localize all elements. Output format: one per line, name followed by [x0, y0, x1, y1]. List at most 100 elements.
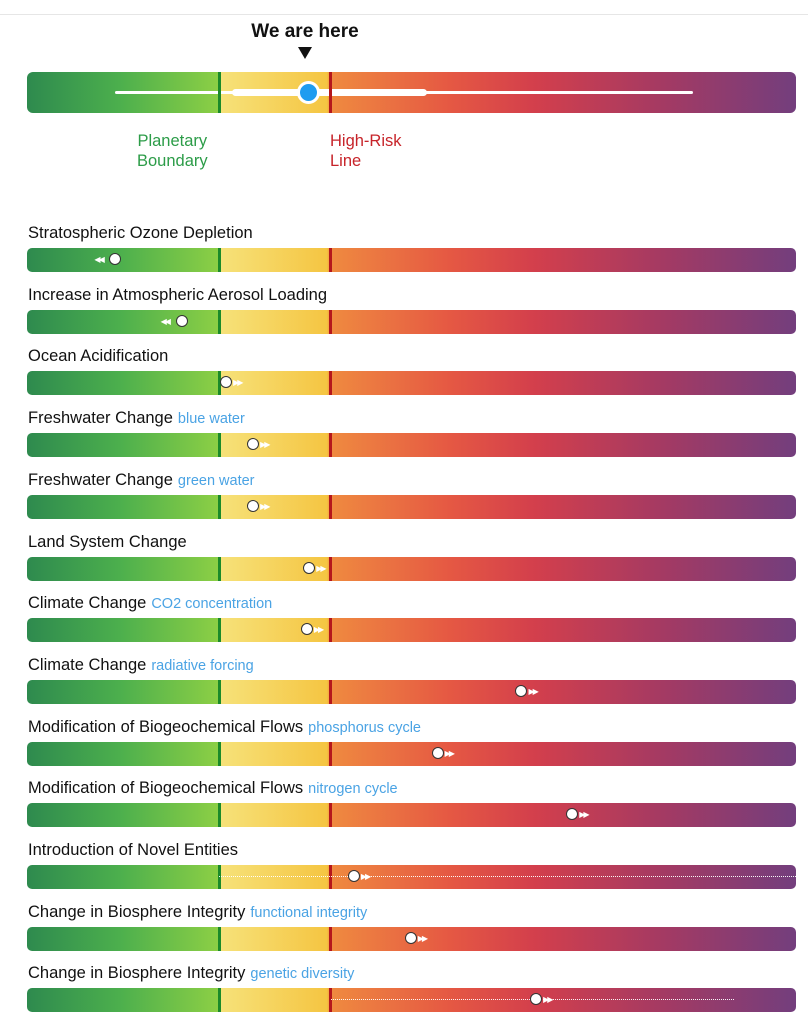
indicator-row: Modification of Biogeochemical Flows nitr…	[27, 779, 796, 839]
indicator-title: Freshwater Change green water	[28, 471, 255, 490]
indicator-risk-bar: ▶▶	[27, 494, 796, 519]
indicator-risk-bar: ▶▶	[27, 926, 796, 951]
planetary-boundary-label-line-1: Planetary	[137, 132, 208, 150]
indicator-subtitle: phosphorus cycle	[308, 719, 421, 736]
planetary-boundary-line	[217, 803, 221, 828]
indicator-row: Freshwater Change green water ▶▶	[27, 471, 796, 531]
planetary-boundary-label: Planetary Boundary	[137, 131, 208, 171]
high-risk-line	[329, 72, 333, 113]
trend-left-icon: ◀◀	[94, 255, 104, 264]
indicator-marker	[220, 376, 233, 389]
indicator-title: Ocean Acidification	[28, 347, 168, 366]
indicator-name: Stratospheric Ozone Depletion	[28, 224, 253, 242]
trend-right-icon: ▶▶	[233, 378, 243, 388]
trend-right-icon: ▶▶	[417, 933, 428, 943]
planetary-boundary-line	[217, 309, 221, 334]
indicator-risk-bar: ▶▶	[27, 371, 796, 396]
indicator-risk-bar: ▶▶	[27, 618, 796, 643]
planetary-boundary-line	[217, 433, 221, 458]
indicator-row: Ocean Acidification ▶▶	[27, 347, 796, 407]
planetary-boundary-line	[217, 679, 221, 704]
indicator-subtitle: blue water	[177, 411, 245, 428]
high-risk-line	[329, 988, 333, 1013]
indicator-risk-bar: ▶▶	[27, 433, 796, 458]
trend-left-icon: ◀◀	[160, 316, 171, 326]
indicator-marker	[431, 746, 444, 759]
indicator-subtitle: CO2 concentration	[151, 596, 273, 613]
high-risk-label-line-2: Line	[330, 152, 362, 170]
indicator-subtitle: genetic diversity	[250, 966, 355, 983]
indicator-name: Ocean Acidification	[28, 347, 169, 366]
indicator-title: Stratospheric Ozone Depletion	[28, 224, 253, 243]
indicator-risk-bar: ◀◀	[27, 248, 796, 272]
indicator-marker	[247, 499, 260, 512]
planetary-boundary-line	[217, 618, 221, 643]
indicator-marker	[404, 931, 417, 944]
indicator-risk-bar: ▶▶	[27, 865, 796, 889]
high-risk-line	[329, 433, 333, 458]
summary-risk-bar	[27, 72, 796, 113]
indicator-risk-bar: ▶▶	[27, 556, 796, 581]
indicator-name: Introduction of Novel Entities	[28, 841, 239, 859]
indicator-title: Land System Change	[28, 533, 187, 552]
indicator-name: Freshwater Change	[28, 470, 173, 489]
trend-right-icon: ▶▶	[528, 686, 538, 696]
indicator-name: Modification of Biogeochemical Flows	[28, 717, 304, 736]
high-risk-label-line-1: High-Risk	[330, 132, 402, 150]
indicator-marker	[347, 870, 360, 882]
indicator-name: Increase in Atmospheric Aerosol Loading	[28, 285, 328, 304]
high-risk-line	[329, 926, 333, 951]
indicator-title: Modification of Biogeochemical Flows nitr…	[28, 779, 398, 798]
high-risk-line	[329, 494, 333, 519]
caret-down-icon	[298, 47, 312, 59]
planetary-boundary-line	[217, 72, 221, 113]
indicator-name: Climate Change	[28, 655, 147, 674]
indicator-risk-bar: ▶▶	[27, 988, 796, 1013]
high-risk-line-label: High-Risk Line	[330, 131, 402, 171]
indicator-subtitle: functional integrity	[250, 904, 368, 921]
planetary-boundary-line	[217, 741, 221, 766]
indicator-row: Freshwater Change blue water ▶▶	[27, 409, 796, 469]
trend-right-icon: ▶▶	[444, 748, 455, 758]
trend-right-icon: ▶▶	[260, 440, 270, 450]
indicator-title: Climate Change radiative forcing	[28, 656, 254, 675]
planetary-boundary-label-line-2: Boundary	[137, 152, 208, 170]
indicator-marker	[566, 808, 579, 821]
indicator-row: Increase in Atmospheric Aerosol Loading ◀…	[27, 286, 796, 346]
indicator-marker	[300, 623, 313, 636]
indicator-marker	[109, 253, 122, 265]
indicator-title: Climate Change CO2 concentration	[28, 594, 272, 613]
planetary-boundary-line	[217, 988, 221, 1013]
indicator-name: Freshwater Change	[28, 409, 173, 428]
current-position-marker	[296, 81, 320, 104]
trend-right-icon: ▶▶	[360, 872, 371, 881]
indicator-row: Climate Change radiative forcing ▶▶	[27, 656, 796, 716]
indicator-risk-bar: ◀◀	[27, 309, 796, 334]
indicator-name: Modification of Biogeochemical Flows	[28, 779, 304, 798]
indicator-risk-bar: ▶▶	[27, 741, 796, 766]
high-risk-line	[329, 618, 333, 643]
indicator-risk-bar: ▶▶	[27, 679, 796, 704]
top-divider	[0, 14, 808, 15]
high-risk-line	[329, 556, 333, 581]
indicator-marker	[530, 993, 543, 1006]
planetary-boundary-line	[217, 371, 221, 396]
indicator-title: Increase in Atmospheric Aerosol Loading	[28, 286, 327, 305]
trend-right-icon: ▶▶	[579, 810, 589, 820]
indicator-title: Modification of Biogeochemical Flows phos…	[28, 718, 421, 737]
indicator-marker	[175, 314, 188, 327]
indicator-row: Modification of Biogeochemical Flows phos…	[27, 718, 796, 778]
planetary-boundary-line	[217, 556, 221, 581]
trend-right-icon: ▶▶	[313, 625, 324, 635]
indicator-name: Climate Change	[28, 594, 147, 613]
indicator-row: Land System Change ▶▶	[27, 533, 796, 593]
trend-right-icon: ▶▶	[316, 563, 326, 573]
indicator-row: Introduction of Novel Entities ▶▶	[27, 841, 796, 901]
planetary-boundary-line	[217, 494, 221, 519]
indicator-name: Land System Change	[28, 532, 187, 551]
indicator-subtitle: radiative forcing	[151, 657, 254, 674]
high-risk-line	[329, 803, 333, 828]
uncertainty-range-line	[219, 876, 796, 877]
planetary-boundary-line	[217, 248, 221, 272]
indicator-title: Change in Biosphere Integrity functional …	[28, 903, 367, 922]
